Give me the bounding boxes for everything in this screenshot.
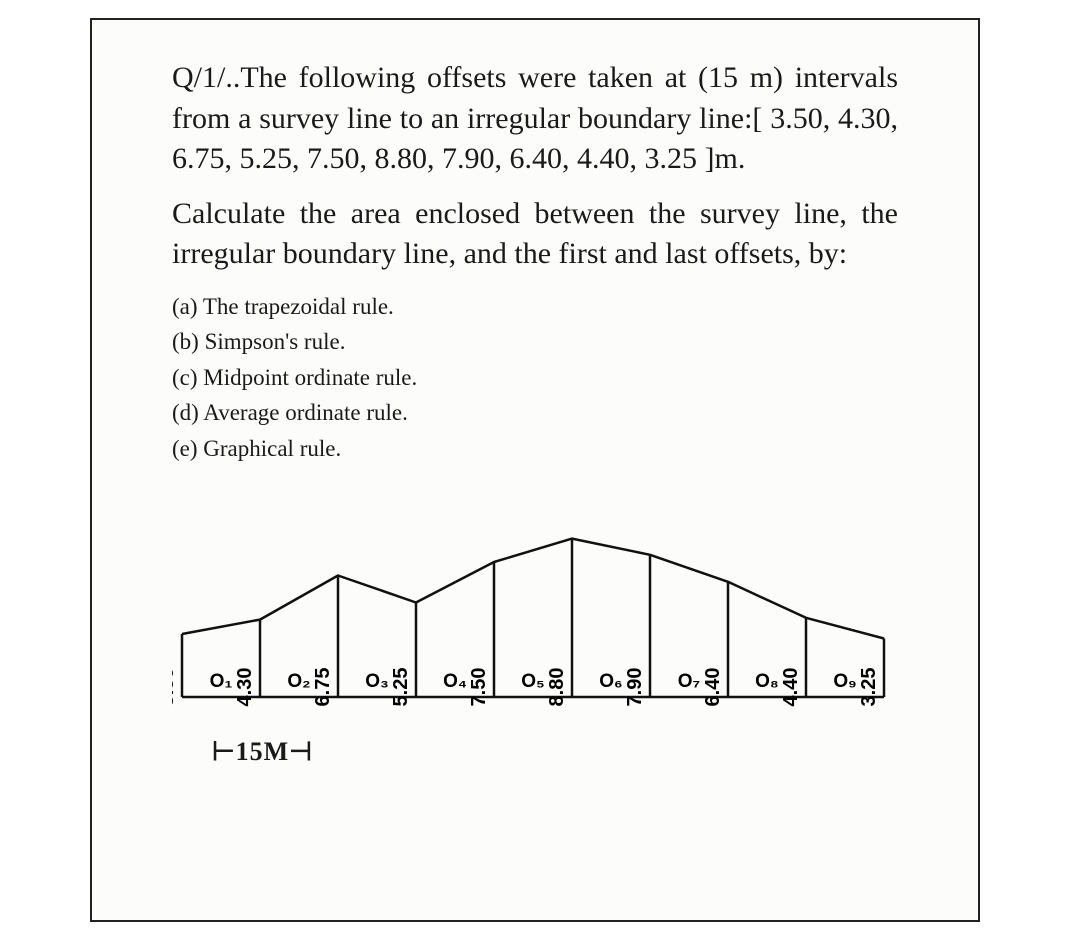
- svg-text:5.25: 5.25: [390, 667, 412, 706]
- interval-label: ⊢15M⊣: [212, 736, 313, 767]
- option-c: (c) Midpoint ordinate rule.: [172, 360, 898, 396]
- arrow-right-icon: ⊣: [289, 736, 313, 766]
- option-a: (a) The trapezoidal rule.: [172, 289, 898, 325]
- svg-text:4.40: 4.40: [780, 667, 802, 706]
- svg-text:3.25: 3.25: [858, 667, 880, 706]
- option-d: (d) Average ordinate rule.: [172, 395, 898, 431]
- svg-text:6.75: 6.75: [312, 667, 334, 706]
- page-frame: Q/1/..The following offsets were taken a…: [90, 18, 980, 922]
- svg-text:O₅: O₅: [521, 671, 545, 692]
- svg-text:O₂: O₂: [287, 671, 310, 692]
- option-e: (e) Graphical rule.: [172, 431, 898, 467]
- option-b: (b) Simpson's rule.: [172, 324, 898, 360]
- svg-text:O₆: O₆: [599, 671, 622, 692]
- svg-text:6.40: 6.40: [702, 667, 724, 706]
- question-paragraph-1: Q/1/..The following offsets were taken a…: [172, 58, 898, 180]
- interval-text: 15M: [236, 737, 290, 766]
- svg-text:O₇: O₇: [678, 671, 700, 692]
- svg-text:O₃: O₃: [365, 671, 389, 692]
- question-paragraph-2: Calculate the area enclosed between the …: [172, 194, 898, 275]
- offsets-diagram: 3.50 O₁4.30 O₂6.75 O₃5.25 O₄7.50 O₅8.80 O₆7.90…: [172, 507, 898, 767]
- svg-text:8.80: 8.80: [546, 667, 568, 706]
- svg-text:O₉: O₉: [833, 671, 856, 692]
- svg-text:3.50: 3.50: [172, 667, 178, 706]
- options-list: (a) The trapezoidal rule. (b) Simpson's …: [172, 289, 898, 467]
- svg-text:4.30: 4.30: [234, 667, 256, 706]
- arrow-left-icon: ⊢: [212, 736, 236, 766]
- svg-text:O₈: O₈: [755, 671, 779, 692]
- svg-text:7.90: 7.90: [624, 667, 646, 706]
- svg-text:O₁: O₁: [210, 671, 233, 692]
- diagram-svg: 3.50 O₁4.30 O₂6.75 O₃5.25 O₄7.50 O₅8.80 O₆7.90…: [172, 507, 902, 717]
- svg-text:O₄: O₄: [443, 671, 467, 692]
- svg-text:7.50: 7.50: [468, 667, 490, 706]
